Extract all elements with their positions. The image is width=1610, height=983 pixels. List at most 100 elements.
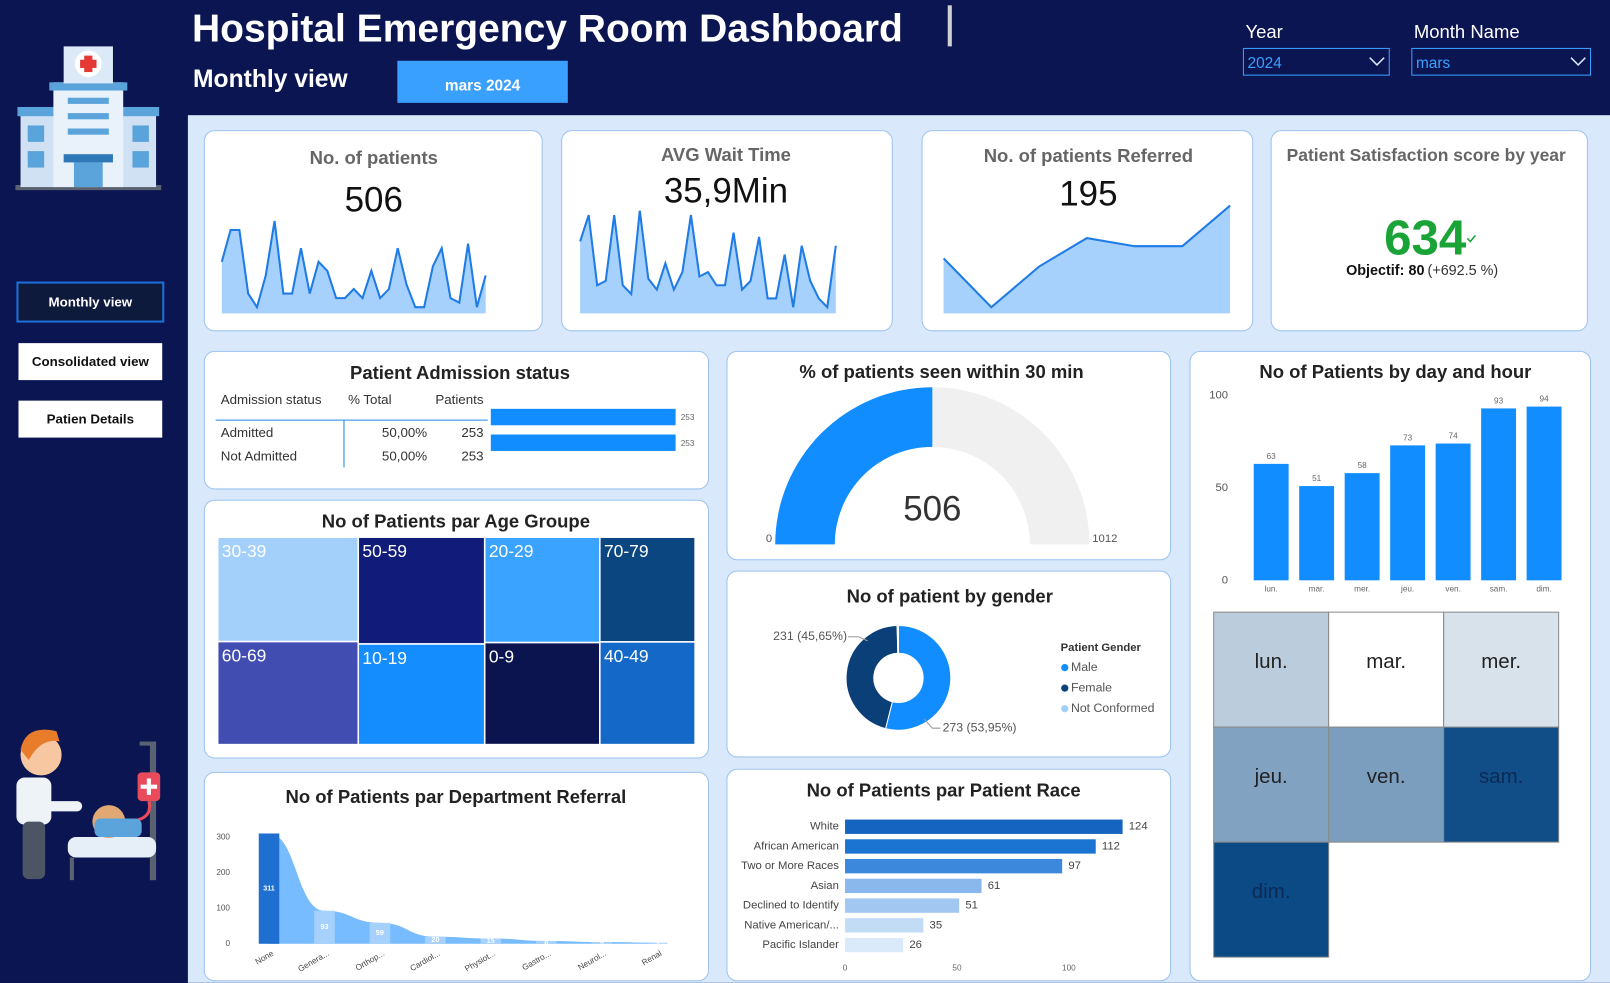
treemap-tile bbox=[483, 641, 601, 746]
bar-label: 124 bbox=[1129, 821, 1148, 833]
sparkline-line bbox=[220, 220, 487, 310]
kpi-value: 35,9Min bbox=[664, 171, 788, 210]
bar-label: 58 bbox=[1358, 461, 1368, 470]
bar-label: 5 bbox=[600, 939, 604, 947]
hospital-icon bbox=[15, 46, 162, 191]
data-bar bbox=[490, 408, 676, 426]
card-title: No of patient by gender bbox=[847, 586, 1053, 607]
y-tick-label: 0 bbox=[225, 939, 230, 948]
row-label: Not Admitted bbox=[221, 449, 297, 464]
bar-label: 93 bbox=[320, 923, 328, 931]
donut-label: 273 (53,95%) bbox=[943, 720, 1017, 734]
nav-button[interactable]: Patien Details bbox=[16, 398, 165, 440]
heatmap-cell bbox=[1213, 841, 1330, 958]
treemap-label: 60-69 bbox=[222, 646, 267, 666]
bar bbox=[1435, 443, 1471, 581]
dropdown-box[interactable] bbox=[1242, 47, 1390, 76]
card-title: No. of patients bbox=[310, 147, 438, 168]
dropdown-value[interactable]: 2024 bbox=[1248, 55, 1283, 72]
legend-marker bbox=[1061, 684, 1069, 692]
card-title: % of patients seen within 30 min bbox=[799, 361, 1083, 382]
nav-button-label[interactable]: Monthly view bbox=[49, 295, 133, 310]
column-header: Patients bbox=[435, 392, 483, 407]
y-tick-label: White bbox=[810, 821, 839, 833]
nav-button-box[interactable] bbox=[16, 398, 165, 440]
treemap-tile bbox=[216, 640, 360, 746]
gauge-min: 0 bbox=[766, 533, 772, 545]
x-tick-label: jeu. bbox=[1400, 585, 1414, 594]
card bbox=[1270, 130, 1588, 332]
column-header: % Total bbox=[348, 392, 392, 407]
bar-label: 8 bbox=[544, 938, 548, 946]
y-tick-label: 100 bbox=[216, 904, 230, 913]
dropdown-value[interactable]: mars bbox=[1416, 55, 1451, 72]
bar-label: 311 bbox=[263, 885, 275, 893]
row-percent: 50,00% bbox=[382, 449, 427, 464]
nav-button[interactable]: Consolidated view bbox=[16, 341, 165, 383]
bar bbox=[425, 936, 446, 944]
heatmap-label: ven. bbox=[1367, 765, 1406, 788]
heatmap-cell bbox=[1328, 726, 1445, 843]
bar-label: 97 bbox=[1068, 860, 1081, 872]
card-title: Patient Admission status bbox=[350, 362, 570, 383]
bar bbox=[1481, 408, 1517, 581]
score-value: 634 bbox=[1384, 210, 1467, 265]
objective-label: Objectif: bbox=[1346, 263, 1404, 279]
y-tick-label: Asian bbox=[811, 880, 839, 892]
heatmap-label: mer. bbox=[1481, 650, 1521, 673]
heatmap-label: sam. bbox=[1479, 765, 1523, 788]
bar-label: 20 bbox=[431, 936, 439, 944]
objective-text: Objectif: 80 (+692.5 %) bbox=[1346, 263, 1498, 279]
legend-marker bbox=[1061, 705, 1069, 713]
heatmap-label: lun. bbox=[1255, 650, 1288, 673]
bar-label: 3 bbox=[655, 939, 659, 947]
y-tick-label: 100 bbox=[1209, 389, 1228, 401]
bar-label: 112 bbox=[1102, 840, 1120, 852]
heatmap-cell bbox=[1443, 611, 1560, 728]
bar bbox=[1299, 486, 1335, 581]
leader-line bbox=[848, 636, 868, 642]
donut-slice bbox=[884, 624, 952, 731]
y-tick-label: African American bbox=[754, 840, 839, 852]
card-title: Patient Satisfaction score by year bbox=[1287, 145, 1566, 165]
x-tick-label: mer. bbox=[1354, 585, 1370, 594]
doctor-illustration bbox=[16, 729, 161, 881]
nav-button-label[interactable]: Consolidated view bbox=[32, 354, 150, 369]
bar bbox=[845, 858, 1063, 874]
month-dropdown[interactable]: mars bbox=[1411, 47, 1592, 76]
bar bbox=[845, 898, 960, 913]
heatmap-cell bbox=[1443, 726, 1560, 843]
nav-button-label[interactable]: Patien Details bbox=[47, 412, 134, 427]
treemap-label: 30-39 bbox=[222, 541, 267, 561]
objective-value: 80 bbox=[1408, 263, 1424, 279]
year-dropdown[interactable]: 2024 bbox=[1242, 47, 1390, 76]
y-tick-label: Declined to Identify bbox=[743, 900, 839, 912]
row-patients: 253 bbox=[461, 449, 483, 464]
bar-label: 61 bbox=[988, 880, 1001, 892]
bar bbox=[1253, 463, 1289, 581]
filter-label: Year bbox=[1245, 21, 1282, 42]
nav-button-box[interactable] bbox=[16, 281, 165, 323]
x-tick-label: 0 bbox=[843, 964, 848, 973]
bar-label: 51 bbox=[1312, 474, 1322, 483]
donut-slice bbox=[896, 624, 899, 654]
bar bbox=[845, 819, 1123, 834]
kpi-value: 506 bbox=[345, 181, 403, 220]
nav-button[interactable]: Monthly view bbox=[16, 281, 165, 323]
treemap-label: 20-29 bbox=[489, 541, 534, 561]
dashboard-title: Hospital Emergency Room Dashboard bbox=[192, 7, 903, 50]
card-title: No of Patients par Patient Race bbox=[807, 780, 1081, 801]
leader-line bbox=[923, 718, 941, 729]
y-tick-label: 50 bbox=[1215, 482, 1228, 494]
nav-button-box[interactable] bbox=[16, 341, 165, 383]
x-tick-label: lun. bbox=[1265, 585, 1278, 594]
dropdown-box[interactable] bbox=[1411, 47, 1592, 76]
y-tick-label: Two or More Races bbox=[741, 860, 839, 872]
bar-label: 63 bbox=[1267, 452, 1277, 461]
card-title: No of Patients by day and hour bbox=[1259, 361, 1531, 382]
sparkline-line bbox=[942, 204, 1231, 309]
bar bbox=[314, 910, 335, 944]
x-tick-label: 50 bbox=[952, 964, 962, 973]
